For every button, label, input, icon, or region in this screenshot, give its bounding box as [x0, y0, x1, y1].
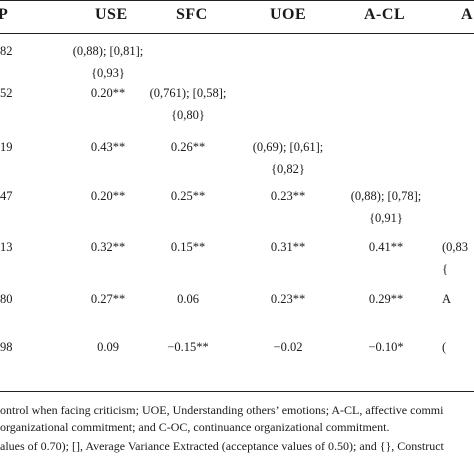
bottom-rule	[0, 391, 474, 392]
table-cell: (0,761); [0,58];	[149, 86, 227, 100]
header-cell: A-CL	[364, 6, 406, 23]
table-cell: {0,91}	[369, 211, 403, 225]
header-cell: USE	[95, 6, 128, 23]
table-cell: 0.41**	[368, 240, 404, 254]
table-cell: 0.06	[177, 292, 199, 306]
table-cell: {0,82}	[271, 162, 305, 176]
table-cell: 0.27**	[90, 292, 126, 306]
table-cell: 0.23**	[270, 292, 306, 306]
table-cell: 0.15**	[170, 240, 206, 254]
table-cell: 0.25**	[170, 189, 206, 203]
table-cell: 0.20**	[90, 189, 126, 203]
header-cell: SFC	[176, 6, 208, 23]
header-cell: A	[461, 6, 474, 23]
table-cell: −0.02	[273, 340, 303, 354]
row-stub: 52	[0, 86, 13, 100]
table-cell: (0,88); [0,81];	[72, 44, 144, 58]
row-stub: 82	[0, 44, 13, 58]
table-cell: A	[442, 292, 452, 306]
table-cell: (0,83	[442, 240, 469, 254]
table-cell: 0.20**	[90, 86, 126, 100]
table-cell: (0,88); [0,78];	[350, 189, 422, 203]
table-cell: {0,80}	[171, 108, 205, 122]
header-cell: P	[0, 6, 9, 23]
table-cell: {0,93}	[91, 66, 125, 80]
header-cell: UOE	[270, 6, 307, 23]
table-cell: 0.32**	[90, 240, 126, 254]
table-cell: 0.31**	[270, 240, 306, 254]
row-stub: 19	[0, 140, 13, 154]
table-cell: 0.26**	[170, 140, 206, 154]
footnote-line: ontrol when facing criticism; UOE, Under…	[0, 403, 444, 417]
table-cell: 0.09	[97, 340, 119, 354]
table-cell: 0.29**	[368, 292, 404, 306]
row-stub: 13	[0, 240, 13, 254]
table-cell: 0.43**	[90, 140, 126, 154]
table-cell: 0.23**	[270, 189, 306, 203]
top-rule	[0, 0, 474, 1]
header-rule	[0, 33, 474, 34]
row-stub: 47	[0, 189, 13, 203]
row-stub: 98	[0, 340, 13, 354]
table-cell: {	[442, 262, 448, 276]
footnote-line: alues of 0.70); [], Average Variance Ext…	[0, 439, 444, 453]
table-cell: (	[442, 340, 447, 354]
table-cell: −0.10*	[368, 340, 404, 354]
table-cell: −0.15**	[167, 340, 209, 354]
table-cell: (0,69); [0,61];	[252, 140, 324, 154]
row-stub: 80	[0, 292, 13, 306]
footnote-line: organizational commitment; and C-OC, con…	[0, 420, 390, 434]
